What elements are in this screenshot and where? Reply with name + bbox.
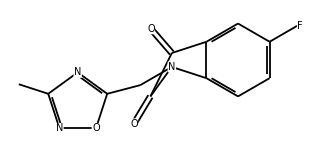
Text: N: N xyxy=(168,62,176,72)
Text: F: F xyxy=(297,21,303,31)
Text: O: O xyxy=(130,119,138,129)
Text: O: O xyxy=(92,123,100,134)
Text: O: O xyxy=(147,24,155,34)
Text: N: N xyxy=(74,67,81,77)
Text: N: N xyxy=(56,123,63,134)
